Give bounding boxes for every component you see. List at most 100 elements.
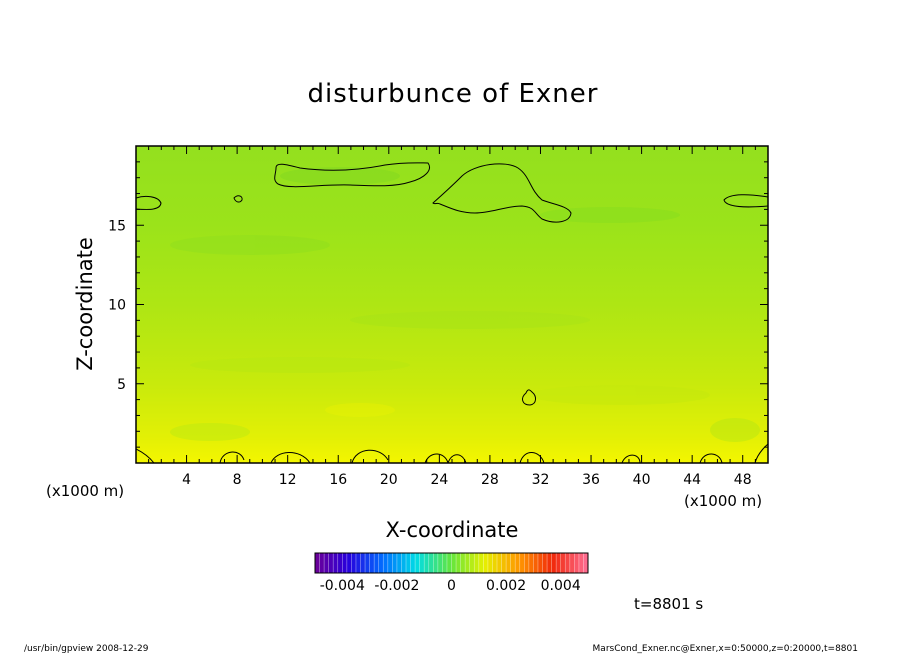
- colorbar-cell: [428, 553, 434, 573]
- colorbar-cell: [446, 553, 452, 573]
- contour-top-center: [432, 163, 572, 223]
- colorbar-cell: [492, 553, 498, 573]
- colorbar-cell: [383, 553, 389, 573]
- contour-bottom-1: [136, 448, 155, 463]
- colorbar-cell: [456, 553, 461, 573]
- contour-bottom-7: [621, 454, 641, 463]
- x-axis-ticks: 4 8 12 16 20 24 28 32 36 40 44 48: [148, 146, 756, 488]
- colorbar-cell: [369, 553, 375, 573]
- contour-center-blob: [522, 389, 536, 406]
- x-tick-label: 40: [633, 472, 651, 488]
- contour-bottom-6: [519, 452, 545, 463]
- x-tick-label: 12: [279, 472, 297, 488]
- colorbar-cell: [460, 553, 466, 573]
- colorbar-cell: [524, 553, 530, 573]
- contour-left-edge: [136, 195, 162, 210]
- colorbar-cell: [542, 553, 548, 573]
- colorbar-cell: [501, 553, 507, 573]
- contour-right-edge: [723, 194, 768, 208]
- contour-top-left: [274, 162, 430, 188]
- colorbar-cell: [355, 553, 361, 573]
- colorbar-cell: [583, 553, 589, 573]
- colorbar-cell: [365, 553, 370, 573]
- colorbar-cell: [424, 553, 430, 573]
- x-axis-label: X-coordinate: [386, 518, 519, 542]
- contour-bottom-5: [424, 453, 467, 463]
- colorbar-cell: [533, 553, 539, 573]
- x-tick-label: 24: [430, 472, 448, 488]
- colorbar-cell: [483, 553, 489, 573]
- x-tick-label: 44: [683, 472, 701, 488]
- colorbar-cell: [419, 553, 425, 573]
- colorbar-frame: [314, 552, 589, 574]
- colorbar-cell: [474, 553, 480, 573]
- colorbar-cell: [378, 553, 384, 573]
- colorbar-cell: [537, 553, 543, 573]
- y-tick-label: 5: [117, 377, 126, 393]
- colorbar-cell: [415, 553, 420, 573]
- colorbar: -0.004 -0.002 0 0.002 0.004: [314, 552, 589, 594]
- colorbar-cell: [387, 553, 393, 573]
- colorbar-cell: [551, 553, 557, 573]
- contour-bottom-8: [699, 453, 723, 463]
- field-blotches: [170, 167, 760, 442]
- colorbar-cell: [333, 553, 339, 573]
- colorbar-cell: [565, 553, 571, 573]
- colorbar-cell: [319, 553, 325, 573]
- x-tick-label: 20: [380, 472, 398, 488]
- colorbar-cell: [560, 553, 566, 573]
- colorbar-cell: [574, 553, 580, 573]
- footer-left: /usr/bin/gpview 2008-12-29: [24, 644, 149, 654]
- footer-right: MarsCond_Exner.nc@Exner,x=0:50000,z=0:20…: [593, 644, 858, 654]
- x-unit-left: (x1000 m): [46, 482, 124, 500]
- x-tick-label: 28: [481, 472, 499, 488]
- colorbar-tick-label: -0.004: [320, 578, 365, 594]
- colorbar-cell: [337, 553, 343, 573]
- x-tick-label: 16: [329, 472, 347, 488]
- contour-bottom-4: [351, 449, 389, 463]
- colorbar-cell: [556, 553, 561, 573]
- colorbar-cell: [519, 553, 525, 573]
- colorbar-tick-label: 0: [447, 578, 456, 594]
- colorbar-cell: [547, 553, 552, 573]
- x-tick-label: 48: [734, 472, 752, 488]
- colorbar-tick-label: -0.002: [374, 578, 419, 594]
- colorbar-cell: [469, 553, 475, 573]
- colorbar-cell: [569, 553, 575, 573]
- colorbar-cell: [578, 553, 584, 573]
- colorbar-cell: [360, 553, 366, 573]
- colorbar-cell: [465, 553, 470, 573]
- x-tick-label: 8: [233, 472, 242, 488]
- x-tick-label: 36: [582, 472, 600, 488]
- y-tick-label: 10: [108, 298, 126, 314]
- colorbar-labels: -0.004 -0.002 0 0.002 0.004: [320, 578, 581, 594]
- colorbar-cell: [346, 553, 352, 573]
- colorbar-cell: [437, 553, 443, 573]
- y-tick-label: 15: [108, 218, 126, 234]
- y-axis-ticks: 5 10 15: [108, 161, 768, 448]
- colorbar-cell: [510, 553, 516, 573]
- colorbar-cell: [315, 553, 320, 573]
- colorbar-cell: [410, 553, 416, 573]
- colorbar-cell: [396, 553, 402, 573]
- colorbar-cell: [478, 553, 484, 573]
- colorbar-tick-label: 0.002: [486, 578, 526, 594]
- colorbar-cell: [497, 553, 502, 573]
- colorbar-cell: [442, 553, 448, 573]
- colorbar-cell: [406, 553, 411, 573]
- colorbar-cell: [328, 553, 334, 573]
- colorbar-cells: [314, 553, 589, 573]
- field-fill: [136, 146, 768, 463]
- colorbar-cell: [342, 553, 348, 573]
- colorbar-cell: [487, 553, 493, 573]
- colorbar-cell: [351, 553, 357, 573]
- contour-lines: [136, 162, 768, 463]
- x-unit-right: (x1000 m): [684, 492, 762, 510]
- colorbar-cell: [374, 553, 379, 573]
- colorbar-cell: [433, 553, 439, 573]
- chart-title: disturbunce of Exner: [308, 79, 599, 109]
- y-axis-label: Z-coordinate: [73, 237, 97, 371]
- colorbar-cell: [392, 553, 398, 573]
